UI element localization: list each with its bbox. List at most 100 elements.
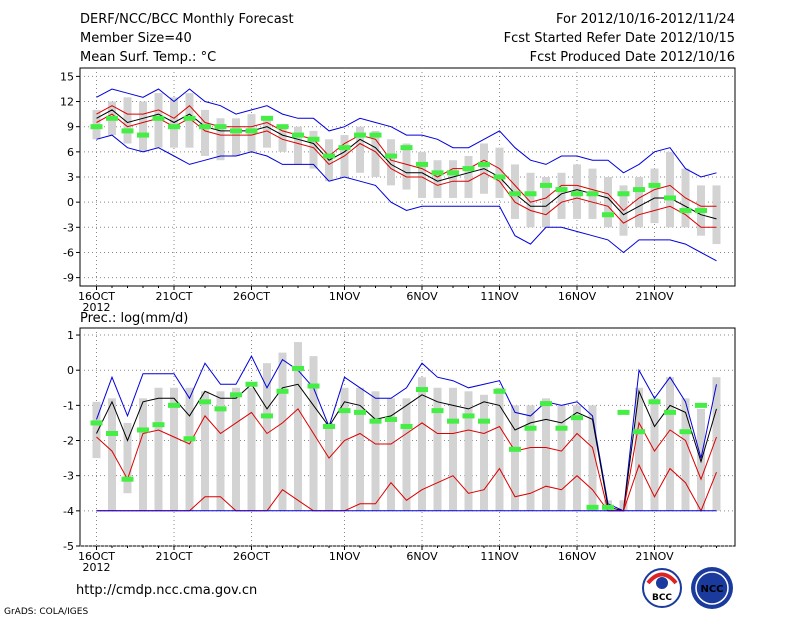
precip-x-tick-label: 16OCT bbox=[78, 550, 115, 563]
precip-spread-box bbox=[154, 387, 163, 511]
precip-x-tick-label: 21NOV bbox=[635, 550, 674, 563]
precip-observed-marker bbox=[416, 387, 428, 393]
precip-spread-box bbox=[480, 394, 488, 511]
precip-spread-box bbox=[325, 422, 333, 511]
temperature-year-label: 2012 bbox=[83, 301, 111, 314]
precip-observed-marker bbox=[679, 429, 692, 435]
temperature-observed-marker bbox=[431, 170, 444, 176]
precip-observed-marker bbox=[106, 430, 118, 436]
precip-observed-marker bbox=[354, 409, 366, 415]
precip-y-tick-label: -1 bbox=[63, 399, 74, 412]
temperature-spread-box bbox=[263, 118, 271, 148]
temperature-spread-box bbox=[433, 160, 442, 198]
source-url[interactable]: http://cmdp.ncc.cma.gov.cn bbox=[76, 583, 257, 598]
temperature-inner-upper-line bbox=[96, 105, 717, 212]
temperature-y-tick-label: 12 bbox=[60, 96, 74, 109]
temperature-observed-marker bbox=[586, 191, 599, 197]
precip-spread-box bbox=[712, 377, 721, 511]
precip-observed-marker bbox=[168, 402, 180, 408]
precip-observed-marker bbox=[664, 409, 676, 415]
temperature-panel: 15 12 9 6 3 0 -3 -6 -9 16OCT 21OCT 26OCT 1NOV 6NOV 11… bbox=[60, 67, 736, 326]
temperature-observed-marker bbox=[183, 115, 196, 121]
precip-observed-marker bbox=[323, 423, 335, 429]
precip-observed-marker bbox=[137, 427, 149, 433]
precip-panel-title: Prec.: log(mm/d) bbox=[80, 311, 188, 326]
temperature-spread-box bbox=[309, 130, 318, 169]
precip-spread-box bbox=[216, 391, 225, 511]
precip-spread-box bbox=[464, 391, 473, 511]
precip-observed-marker bbox=[540, 401, 552, 407]
precip-observed-marker bbox=[385, 416, 397, 422]
temperature-observed-marker bbox=[385, 153, 397, 159]
temperature-observed-marker bbox=[199, 124, 211, 130]
precip-observed-marker bbox=[214, 406, 227, 412]
temperature-x-tick-label: 11NOV bbox=[480, 290, 519, 303]
precip-spread-box bbox=[650, 398, 659, 511]
precip-observed-marker bbox=[447, 418, 459, 424]
temperature-ensemble-mean-line bbox=[96, 109, 717, 220]
temperature-outer-upper-line bbox=[96, 88, 717, 178]
precip-observed-marker bbox=[633, 429, 645, 435]
temperature-observed-marker bbox=[292, 132, 304, 138]
precip-observed-marker bbox=[602, 504, 614, 510]
bcc-logo-text: BCC bbox=[652, 593, 672, 603]
temperature-observed-marker bbox=[540, 182, 552, 188]
temperature-spread-box bbox=[139, 101, 147, 152]
precip-spread-box bbox=[495, 387, 504, 511]
ncc-logo: NCC bbox=[691, 567, 733, 609]
precip-spread-box bbox=[108, 398, 116, 511]
temperature-spread-box bbox=[449, 160, 457, 198]
precip-panel: 1 0 -1 -2 -3 -4 -5 16OCT 21OCT 26OCT 1NOV 6NOV 11NO… bbox=[63, 327, 736, 574]
temperature-observed-marker bbox=[400, 145, 413, 151]
temperature-spread-box bbox=[604, 177, 612, 228]
precip-observed-marker bbox=[400, 423, 413, 429]
precip-spread-box bbox=[402, 398, 411, 511]
precip-spread-box bbox=[681, 398, 690, 511]
temperature-x-tick-label: 21NOV bbox=[635, 290, 674, 303]
precip-y-tick-label: 0 bbox=[67, 364, 74, 377]
temperature-observed-marker bbox=[478, 161, 490, 167]
precip-observed-marker bbox=[462, 413, 475, 419]
temperature-observed-marker bbox=[168, 124, 180, 130]
temperature-spread-box bbox=[712, 185, 721, 245]
temperature-spread-box bbox=[294, 126, 302, 165]
temperature-x-tick-label: 16OCT bbox=[78, 290, 115, 303]
temperature-observed-marker bbox=[338, 145, 351, 151]
precip-spread-box bbox=[418, 377, 426, 511]
precip-observed-marker bbox=[245, 381, 258, 387]
temperature-y-tick-label: -3 bbox=[63, 221, 74, 234]
precip-x-tick-label: 16NOV bbox=[558, 550, 597, 563]
temperature-spread-box bbox=[387, 139, 395, 186]
fcst-produced-date: Fcst Produced Date 2012/10/16 bbox=[530, 50, 735, 65]
precip-observed-marker bbox=[555, 425, 568, 431]
precip-spread-box bbox=[294, 342, 302, 511]
precip-observed-marker bbox=[586, 504, 599, 510]
precip-spread-box bbox=[170, 387, 178, 511]
precip-observed-marker bbox=[571, 415, 583, 421]
precip-y-tick-label: -4 bbox=[63, 505, 74, 518]
fcst-started-date: Fcst Started Refer Date 2012/10/15 bbox=[504, 31, 735, 46]
temperature-observed-marker bbox=[695, 208, 707, 214]
precip-observed-marker bbox=[183, 436, 196, 442]
ncc-logo-ring bbox=[695, 571, 729, 605]
precip-spread-box bbox=[263, 363, 271, 511]
temperature-observed-marker bbox=[416, 161, 428, 167]
temperature-observed-marker bbox=[121, 128, 134, 134]
temperature-y-tick-label: 6 bbox=[67, 146, 74, 159]
bcc-logo: BCC bbox=[642, 568, 682, 608]
precip-observed-marker bbox=[152, 422, 165, 428]
variable-label: Mean Surf. Temp.: °C bbox=[80, 50, 216, 65]
figure-title: DERF/NCC/BCC Monthly Forecast bbox=[80, 12, 294, 27]
temperature-spread-box bbox=[542, 177, 550, 228]
precip-spread-box bbox=[557, 405, 566, 511]
precip-x-ticks: 16OCT 21OCT 26OCT 1NOV 6NOV 11NOV 16NOV 21NOV 20… bbox=[78, 546, 717, 574]
temperature-observed-marker bbox=[602, 212, 614, 218]
precip-observed-marker bbox=[338, 408, 351, 414]
temperature-y-tick-label: -9 bbox=[63, 272, 74, 285]
temperature-x-tick-label: 21OCT bbox=[155, 290, 192, 303]
precip-y-tick-label: -5 bbox=[63, 540, 74, 553]
bcc-logo-arc bbox=[646, 572, 678, 585]
temperature-spread-box bbox=[201, 109, 209, 157]
precip-observed-marker bbox=[648, 399, 661, 405]
